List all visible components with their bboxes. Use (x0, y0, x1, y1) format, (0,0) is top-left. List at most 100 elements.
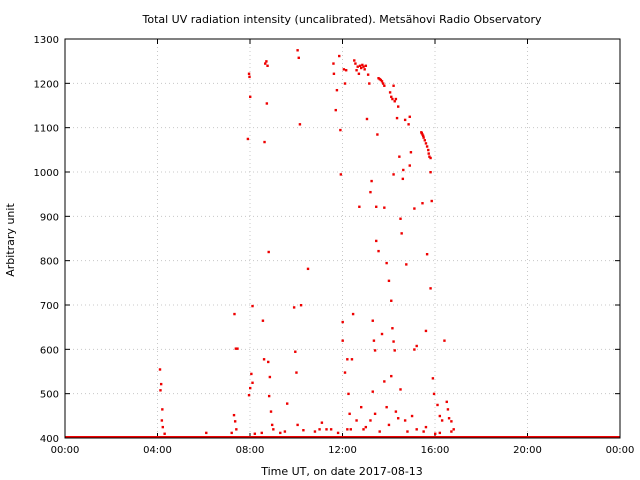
data-point (353, 59, 356, 62)
data-point (370, 179, 373, 183)
data-point (235, 428, 238, 431)
data-point (279, 431, 282, 435)
data-point (395, 116, 399, 120)
y-axis-label: Arbitrary unit (4, 203, 17, 277)
y-tick-label: 1200 (34, 79, 59, 90)
chart-title: Total UV radiation intensity (uncalibrat… (142, 13, 542, 26)
data-point (373, 412, 377, 416)
data-point (332, 62, 335, 65)
data-point (205, 431, 208, 435)
data-point (383, 380, 386, 383)
data-point (424, 329, 428, 333)
data-point (377, 249, 380, 253)
data-point (421, 202, 424, 205)
data-point (163, 432, 166, 435)
x-axis-label: Time UT, on date 2017-08-13 (260, 465, 423, 478)
data-point (348, 412, 351, 416)
data-point (347, 392, 350, 396)
data-point (292, 306, 296, 309)
data-point (358, 64, 362, 67)
data-point (265, 102, 269, 105)
data-point (325, 428, 328, 431)
x-tick-label: 00:00 (51, 445, 80, 456)
data-point (450, 430, 453, 433)
data-point (438, 431, 442, 435)
data-point (392, 340, 395, 343)
data-point (376, 133, 379, 136)
data-point (339, 128, 342, 132)
x-tick-label: 04:00 (143, 445, 172, 456)
data-point (390, 299, 393, 302)
data-point (405, 263, 408, 266)
y-tick-label: 1300 (34, 35, 59, 46)
data-point (355, 69, 358, 72)
data-point (236, 347, 239, 350)
data-point (161, 408, 164, 411)
data-point (424, 142, 428, 145)
data-point (159, 389, 162, 392)
data-point (266, 64, 269, 67)
data-point (438, 414, 442, 418)
data-point (349, 428, 352, 431)
data-point (427, 152, 430, 155)
data-point (295, 371, 298, 374)
data-point (160, 419, 164, 422)
plot-frame (64, 38, 621, 439)
data-point (447, 417, 451, 420)
data-point (410, 414, 414, 418)
y-tick-label: 400 (40, 434, 59, 445)
data-point (267, 394, 271, 398)
data-point (350, 358, 354, 361)
x-tick-label: 16:00 (421, 445, 450, 456)
data-point (421, 134, 425, 138)
y-tick-label: 600 (40, 345, 59, 356)
data-point (434, 432, 437, 435)
data-point (383, 206, 386, 209)
data-point (371, 390, 374, 393)
y-tick-label: 800 (40, 257, 59, 268)
data-point (383, 84, 386, 87)
data-point (262, 358, 266, 361)
data-point (413, 348, 416, 351)
data-point (397, 417, 400, 420)
data-point (343, 371, 347, 374)
data-point (355, 419, 358, 422)
data-point (344, 69, 348, 72)
data-point (363, 68, 366, 71)
data-point (446, 408, 450, 411)
data-point (339, 173, 343, 176)
data-point (263, 140, 266, 144)
y-tick-label: 500 (40, 390, 59, 401)
data-point (332, 72, 336, 75)
data-point (423, 139, 426, 142)
axis-ticks (64, 38, 621, 439)
data-point (425, 253, 429, 256)
data-point (393, 349, 396, 352)
data-point (378, 430, 381, 433)
data-point (334, 108, 337, 112)
data-point (415, 428, 418, 431)
data-point (299, 304, 303, 307)
y-tick-label: 1100 (34, 124, 59, 135)
data-point (387, 279, 391, 283)
data-point (270, 423, 274, 427)
data-point (429, 171, 432, 174)
data-point (261, 319, 265, 322)
data-point (450, 420, 453, 423)
data-point (248, 75, 251, 79)
data-point (338, 54, 341, 58)
data-point (249, 95, 252, 99)
data-point (329, 428, 333, 431)
x-tick-label: 00:00 (606, 445, 635, 456)
data-point (432, 392, 436, 396)
data-point (158, 368, 162, 371)
data-point (422, 430, 425, 433)
data-point (269, 410, 273, 413)
data-point (388, 91, 392, 94)
data-point (296, 423, 299, 427)
data-point (246, 137, 250, 141)
data-point (360, 66, 363, 70)
data-point (371, 319, 374, 322)
data-point (436, 403, 439, 407)
data-point (361, 63, 364, 67)
